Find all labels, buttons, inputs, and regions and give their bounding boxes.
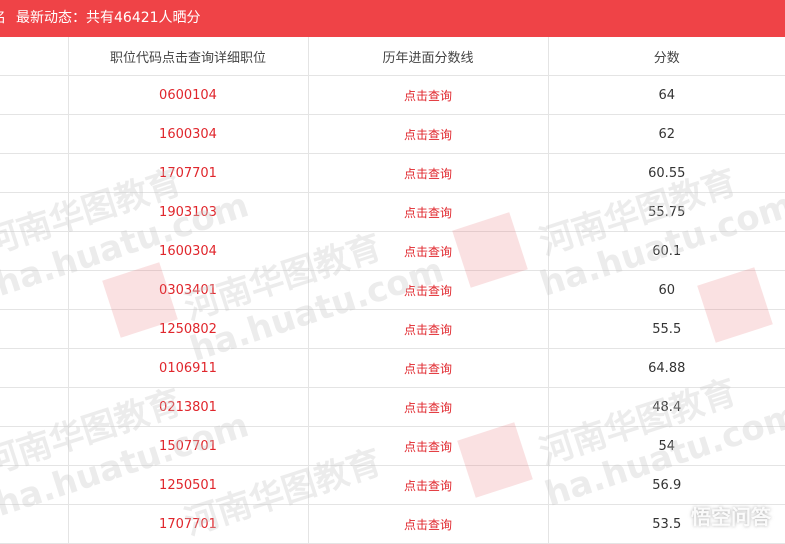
position-code-link[interactable]: 0600104 xyxy=(67,75,308,115)
score-value: 60 xyxy=(547,270,785,310)
history-query-link[interactable]: 点击查询 xyxy=(307,426,548,466)
table-row: 1903103 点击查询 55.75 xyxy=(0,192,785,232)
score-value: 48.4 xyxy=(547,387,785,427)
position-code-link[interactable]: 1903103 xyxy=(67,192,308,232)
position-code-link[interactable]: 0303401 xyxy=(67,270,308,310)
header-code: 职位代码点击查询详细职位 xyxy=(67,37,308,76)
position-code-link[interactable]: 1600304 xyxy=(67,114,308,154)
position-code-link[interactable]: 1707701 xyxy=(67,153,308,193)
table-row: 0600104 点击查询 64 xyxy=(0,75,785,115)
header-score: 分数 xyxy=(547,37,785,76)
history-query-link[interactable]: 点击查询 xyxy=(307,504,548,544)
row-blank xyxy=(0,114,68,154)
header-blank xyxy=(0,37,68,76)
row-blank xyxy=(0,153,68,193)
row-blank xyxy=(0,504,68,544)
row-blank xyxy=(0,348,68,388)
position-code-link[interactable]: 1250501 xyxy=(67,465,308,505)
history-query-link[interactable]: 点击查询 xyxy=(307,192,548,232)
score-value: 54 xyxy=(547,426,785,466)
news-bar: 名 最新动态：共有46421人晒分 xyxy=(0,0,785,37)
position-code-link[interactable]: 1250802 xyxy=(67,309,308,349)
row-blank xyxy=(0,426,68,466)
score-value: 56.9 xyxy=(547,465,785,505)
table-row: 1600304 点击查询 62 xyxy=(0,114,785,154)
score-value: 55.75 xyxy=(547,192,785,232)
table-row: 1250802 点击查询 55.5 xyxy=(0,309,785,349)
table-row: 1250501 点击查询 56.9 xyxy=(0,465,785,505)
position-code-link[interactable]: 0106911 xyxy=(67,348,308,388)
position-code-link[interactable]: 1707701 xyxy=(67,504,308,544)
score-value: 60.1 xyxy=(547,231,785,271)
table-row: 0213801 点击查询 48.4 xyxy=(0,387,785,427)
score-value: 64.88 xyxy=(547,348,785,388)
row-blank xyxy=(0,309,68,349)
history-query-link[interactable]: 点击查询 xyxy=(307,465,548,505)
history-query-link[interactable]: 点击查询 xyxy=(307,114,548,154)
table-header: 职位代码点击查询详细职位 历年进面分数线 分数 xyxy=(0,37,785,76)
history-query-link[interactable]: 点击查询 xyxy=(307,231,548,271)
history-query-link[interactable]: 点击查询 xyxy=(307,75,548,115)
score-value: 62 xyxy=(547,114,785,154)
history-query-link[interactable]: 点击查询 xyxy=(307,270,548,310)
header-history: 历年进面分数线 xyxy=(307,37,548,76)
row-blank xyxy=(0,465,68,505)
score-value: 55.5 xyxy=(547,309,785,349)
score-table: 职位代码点击查询详细职位 历年进面分数线 分数 0600104 点击查询 64 … xyxy=(0,37,785,544)
table-row: 1707701 点击查询 60.55 xyxy=(0,153,785,193)
row-blank xyxy=(0,270,68,310)
row-blank xyxy=(0,387,68,427)
row-blank xyxy=(0,192,68,232)
row-blank xyxy=(0,231,68,271)
position-code-link[interactable]: 1600304 xyxy=(67,231,308,271)
partial-text: 名 xyxy=(0,0,6,37)
history-query-link[interactable]: 点击查询 xyxy=(307,387,548,427)
score-value: 64 xyxy=(547,75,785,115)
history-query-link[interactable]: 点击查询 xyxy=(307,309,548,349)
score-value: 60.55 xyxy=(547,153,785,193)
table-row: 1707701 点击查询 53.5 xyxy=(0,504,785,544)
table-row: 0303401 点击查询 60 xyxy=(0,270,785,310)
history-query-link[interactable]: 点击查询 xyxy=(307,348,548,388)
position-code-link[interactable]: 0213801 xyxy=(67,387,308,427)
latest-news: 最新动态：共有46421人晒分 xyxy=(16,10,201,26)
table-row: 0106911 点击查询 64.88 xyxy=(0,348,785,388)
table-row: 1600304 点击查询 60.1 xyxy=(0,231,785,271)
position-code-link[interactable]: 1507701 xyxy=(67,426,308,466)
table-row: 1507701 点击查询 54 xyxy=(0,426,785,466)
history-query-link[interactable]: 点击查询 xyxy=(307,153,548,193)
wukong-badge: 悟空问答 xyxy=(691,505,771,529)
row-blank xyxy=(0,75,68,115)
